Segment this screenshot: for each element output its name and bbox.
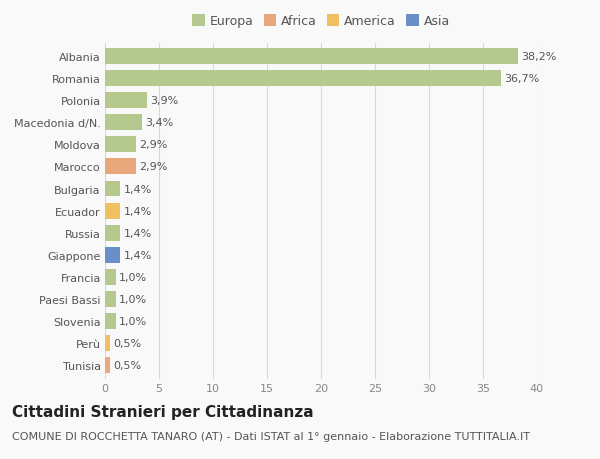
Bar	[105, 358, 110, 373]
Bar	[105, 269, 116, 285]
Bar	[105, 159, 136, 175]
Bar	[105, 291, 116, 307]
Bar	[105, 203, 120, 219]
Text: 3,4%: 3,4%	[145, 118, 173, 128]
Text: Cittadini Stranieri per Cittadinanza: Cittadini Stranieri per Cittadinanza	[12, 404, 314, 419]
Legend: Europa, Africa, America, Asia: Europa, Africa, America, Asia	[190, 13, 452, 31]
Text: 1,4%: 1,4%	[124, 250, 152, 260]
Bar	[105, 313, 116, 329]
Text: 1,0%: 1,0%	[119, 316, 147, 326]
Bar	[105, 49, 518, 65]
Bar	[105, 71, 502, 87]
Text: 36,7%: 36,7%	[505, 74, 540, 84]
Text: COMUNE DI ROCCHETTA TANARO (AT) - Dati ISTAT al 1° gennaio - Elaborazione TUTTIT: COMUNE DI ROCCHETTA TANARO (AT) - Dati I…	[12, 431, 530, 442]
Bar	[105, 247, 120, 263]
Bar	[105, 181, 120, 197]
Text: 2,9%: 2,9%	[140, 162, 168, 172]
Text: 1,0%: 1,0%	[119, 272, 147, 282]
Text: 0,5%: 0,5%	[113, 338, 142, 348]
Text: 0,5%: 0,5%	[113, 360, 142, 370]
Text: 1,4%: 1,4%	[124, 184, 152, 194]
Bar	[105, 225, 120, 241]
Text: 1,4%: 1,4%	[124, 206, 152, 216]
Text: 1,0%: 1,0%	[119, 294, 147, 304]
Text: 2,9%: 2,9%	[140, 140, 168, 150]
Text: 3,9%: 3,9%	[151, 96, 179, 106]
Text: 1,4%: 1,4%	[124, 228, 152, 238]
Bar	[105, 137, 136, 153]
Text: 38,2%: 38,2%	[521, 52, 556, 62]
Bar	[105, 336, 110, 351]
Bar	[105, 115, 142, 131]
Bar	[105, 93, 147, 109]
